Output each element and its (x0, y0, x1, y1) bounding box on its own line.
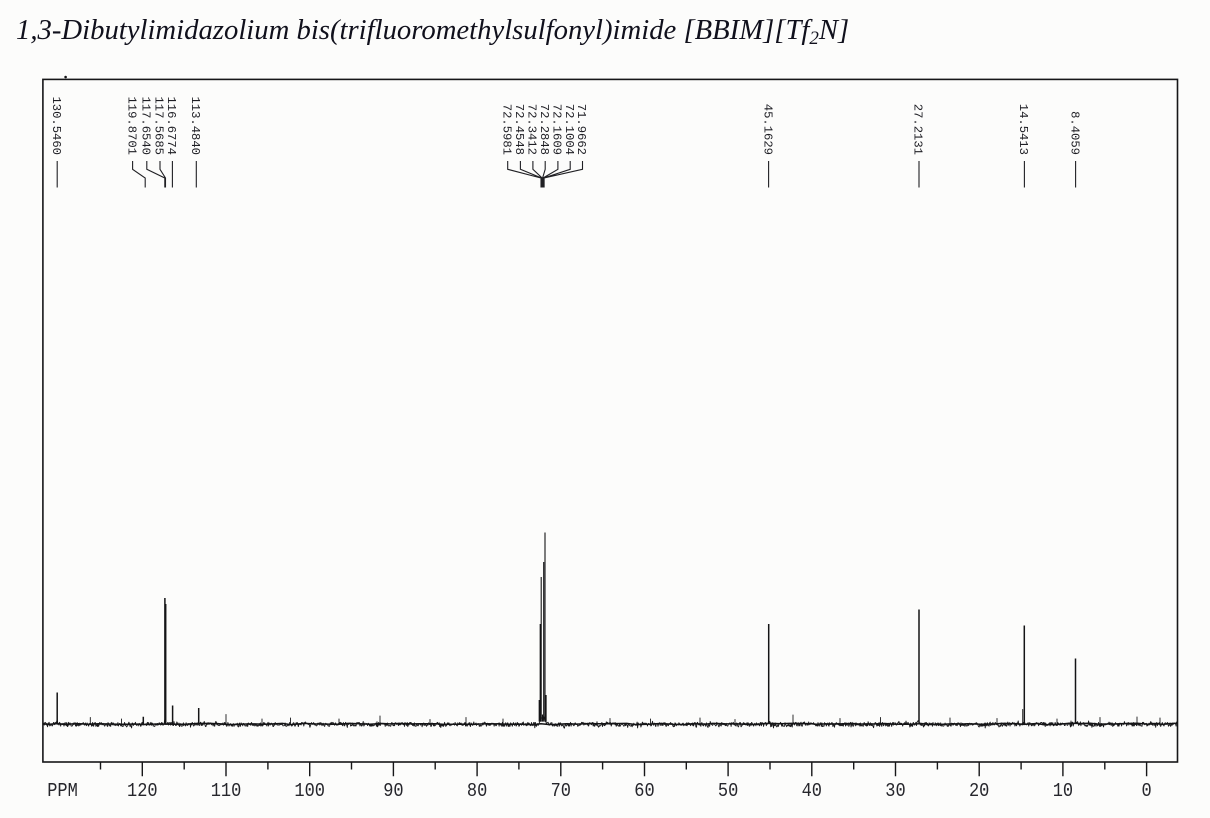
svg-text:45.1629: 45.1629 (760, 104, 774, 155)
svg-text:80: 80 (467, 781, 487, 802)
svg-text:50: 50 (718, 781, 738, 802)
svg-text:117.5685: 117.5685 (152, 96, 166, 155)
svg-text:110: 110 (211, 781, 242, 802)
svg-text:14.5413: 14.5413 (1016, 104, 1030, 155)
svg-text:90: 90 (383, 781, 403, 802)
svg-text:20: 20 (969, 781, 989, 802)
svg-text:30: 30 (885, 781, 905, 802)
svg-text:116.6774: 116.6774 (164, 96, 178, 155)
svg-text:120: 120 (127, 781, 158, 802)
svg-text:100: 100 (294, 781, 325, 802)
svg-text:71.9662: 71.9662 (574, 104, 588, 155)
svg-text:117.6540: 117.6540 (139, 96, 153, 155)
svg-text:72.5981: 72.5981 (499, 104, 513, 155)
svg-text:72.3412: 72.3412 (525, 104, 539, 155)
svg-text:72.1004: 72.1004 (562, 104, 576, 155)
svg-text:60: 60 (634, 781, 654, 802)
svg-text:PPM: PPM (47, 781, 78, 802)
svg-text:70: 70 (551, 781, 571, 802)
svg-text:72.1609: 72.1609 (550, 104, 564, 155)
svg-text:8.4059: 8.4059 (1067, 111, 1081, 155)
svg-text:0: 0 (1142, 781, 1152, 802)
svg-text:72.2848: 72.2848 (537, 104, 551, 155)
svg-text:119.8701: 119.8701 (124, 96, 138, 155)
svg-text:10: 10 (1053, 781, 1073, 802)
svg-text:130.5460: 130.5460 (49, 96, 63, 155)
svg-text:40: 40 (802, 781, 822, 802)
svg-text:72.4548: 72.4548 (512, 104, 526, 155)
svg-text:113.4840: 113.4840 (188, 96, 202, 155)
svg-text:27.2131: 27.2131 (911, 104, 925, 155)
